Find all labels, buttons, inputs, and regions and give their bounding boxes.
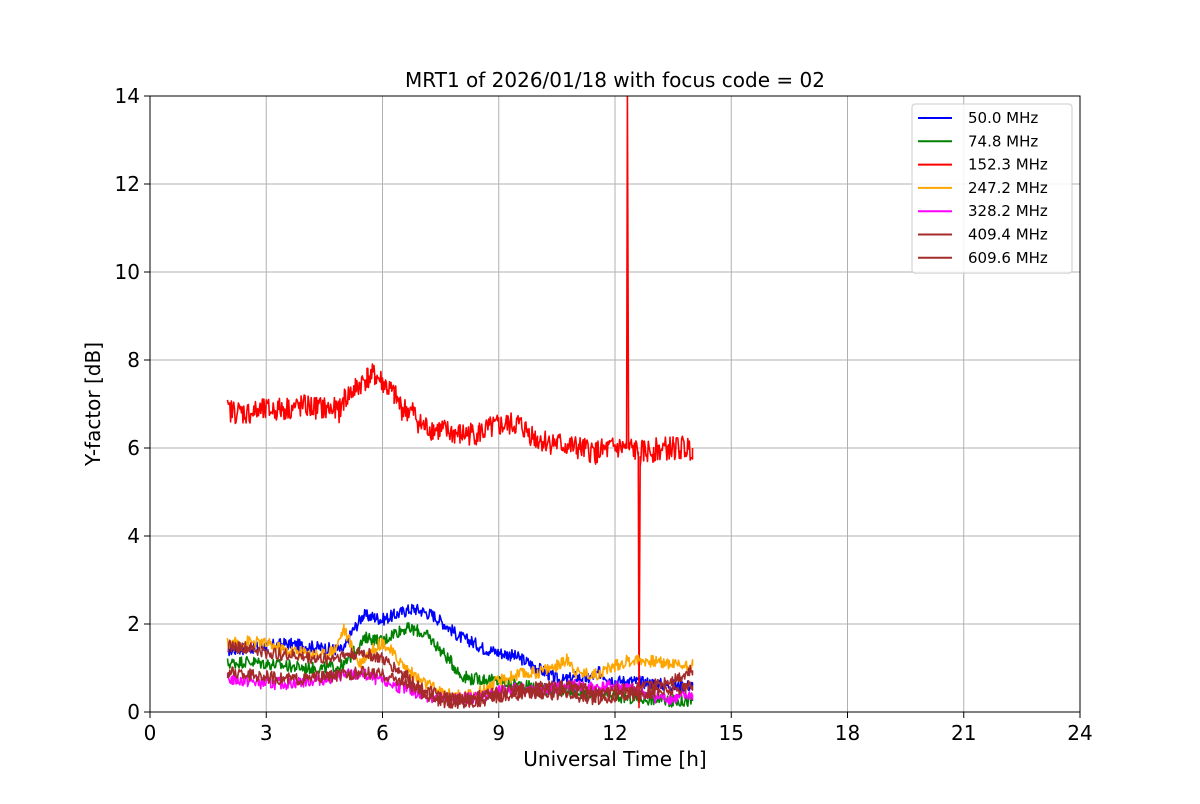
x-tick-label: 3	[260, 721, 273, 745]
series-layer	[226, 96, 694, 709]
y-tick-label: 14	[115, 84, 140, 108]
legend-label: 74.8 MHz	[968, 132, 1038, 150]
x-tick-label: 21	[951, 721, 976, 745]
x-tick-label: 6	[376, 721, 389, 745]
series-line	[226, 665, 694, 709]
legend-label: 328.2 MHz	[968, 202, 1048, 220]
series-line	[226, 96, 694, 709]
legend-label: 152.3 MHz	[968, 156, 1048, 174]
y-tick-label: 2	[127, 612, 140, 636]
y-tick-label: 8	[127, 348, 140, 372]
x-tick-label: 15	[719, 721, 744, 745]
legend-label: 409.4 MHz	[968, 226, 1048, 244]
legend-label: 609.6 MHz	[968, 249, 1048, 267]
x-tick-label: 24	[1067, 721, 1092, 745]
x-tick-label: 18	[835, 721, 860, 745]
legend-label: 50.0 MHz	[968, 109, 1038, 127]
legend-box	[911, 103, 1073, 274]
legend: 50.0 MHz 74.8 MHz 152.3 MHz 247.2 MHz 32…	[911, 103, 1073, 274]
x-tick-label: 9	[492, 721, 505, 745]
x-tick-label: 12	[602, 721, 627, 745]
x-axis-label: Universal Time [h]	[523, 747, 706, 771]
series-line	[227, 603, 694, 693]
chart-title: MRT1 of 2026/01/18 with focus code = 02	[405, 68, 825, 92]
y-tick-label: 12	[115, 172, 140, 196]
y-tick-label: 0	[127, 700, 140, 724]
y-tick-label: 4	[127, 524, 140, 548]
x-tick-label: 0	[144, 721, 157, 745]
legend-label: 247.2 MHz	[968, 179, 1048, 197]
y-tick-label: 10	[115, 260, 140, 284]
y-axis-label: Y-factor [dB]	[81, 342, 105, 467]
y-tick-label: 6	[127, 436, 140, 460]
